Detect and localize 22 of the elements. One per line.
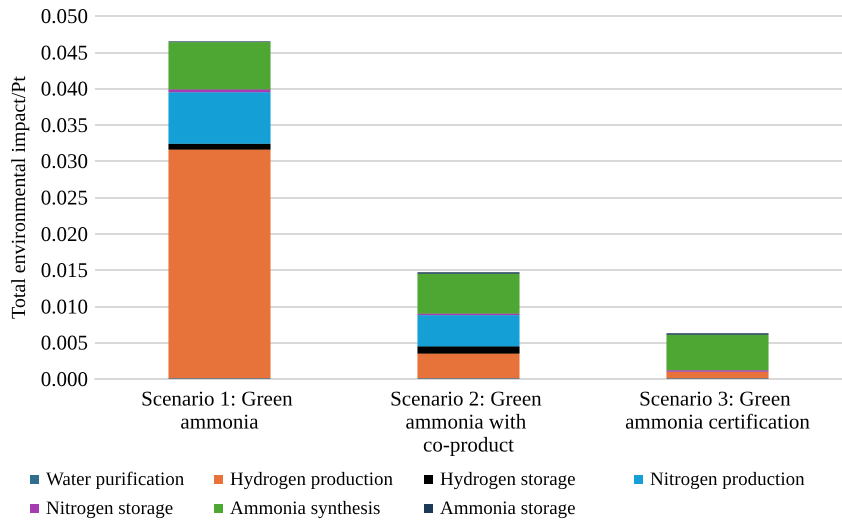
y-tick-label: 0.030 — [40, 149, 88, 174]
legend-label: Hydrogen production — [230, 469, 394, 490]
y-axis-title: Total environmental impact/Pt — [8, 76, 30, 319]
legend-label: Water purification — [46, 469, 185, 490]
y-tick-label: 0.005 — [40, 330, 88, 355]
y-tick-label: 0.015 — [40, 258, 88, 282]
y-tick-label: 0.035 — [40, 112, 88, 137]
x-tick-label: Scenario 2: Green ammonia with co-product — [390, 386, 547, 456]
legend-label: Nitrogen storage — [46, 498, 174, 519]
y-tick-label: 0.000 — [40, 367, 88, 391]
y-tick-label: 0.045 — [40, 40, 88, 64]
x-tick-label: Scenario 3: Green ammonia certification — [625, 386, 810, 434]
y-tick-label: 0.050 — [40, 4, 88, 28]
legend-label: Hydrogen storage — [440, 469, 576, 490]
y-tick-label: 0.040 — [40, 76, 88, 101]
y-tick-label: 0.020 — [40, 222, 88, 246]
y-tick-label: 0.010 — [40, 294, 88, 318]
legend-label: Ammonia storage — [440, 498, 576, 519]
legend-label: Nitrogen production — [650, 469, 806, 490]
legend-label: Ammonia synthesis — [230, 498, 380, 519]
x-tick-label: Scenario 1: Green ammonia — [141, 386, 298, 434]
y-tick-label: 0.025 — [40, 186, 88, 210]
